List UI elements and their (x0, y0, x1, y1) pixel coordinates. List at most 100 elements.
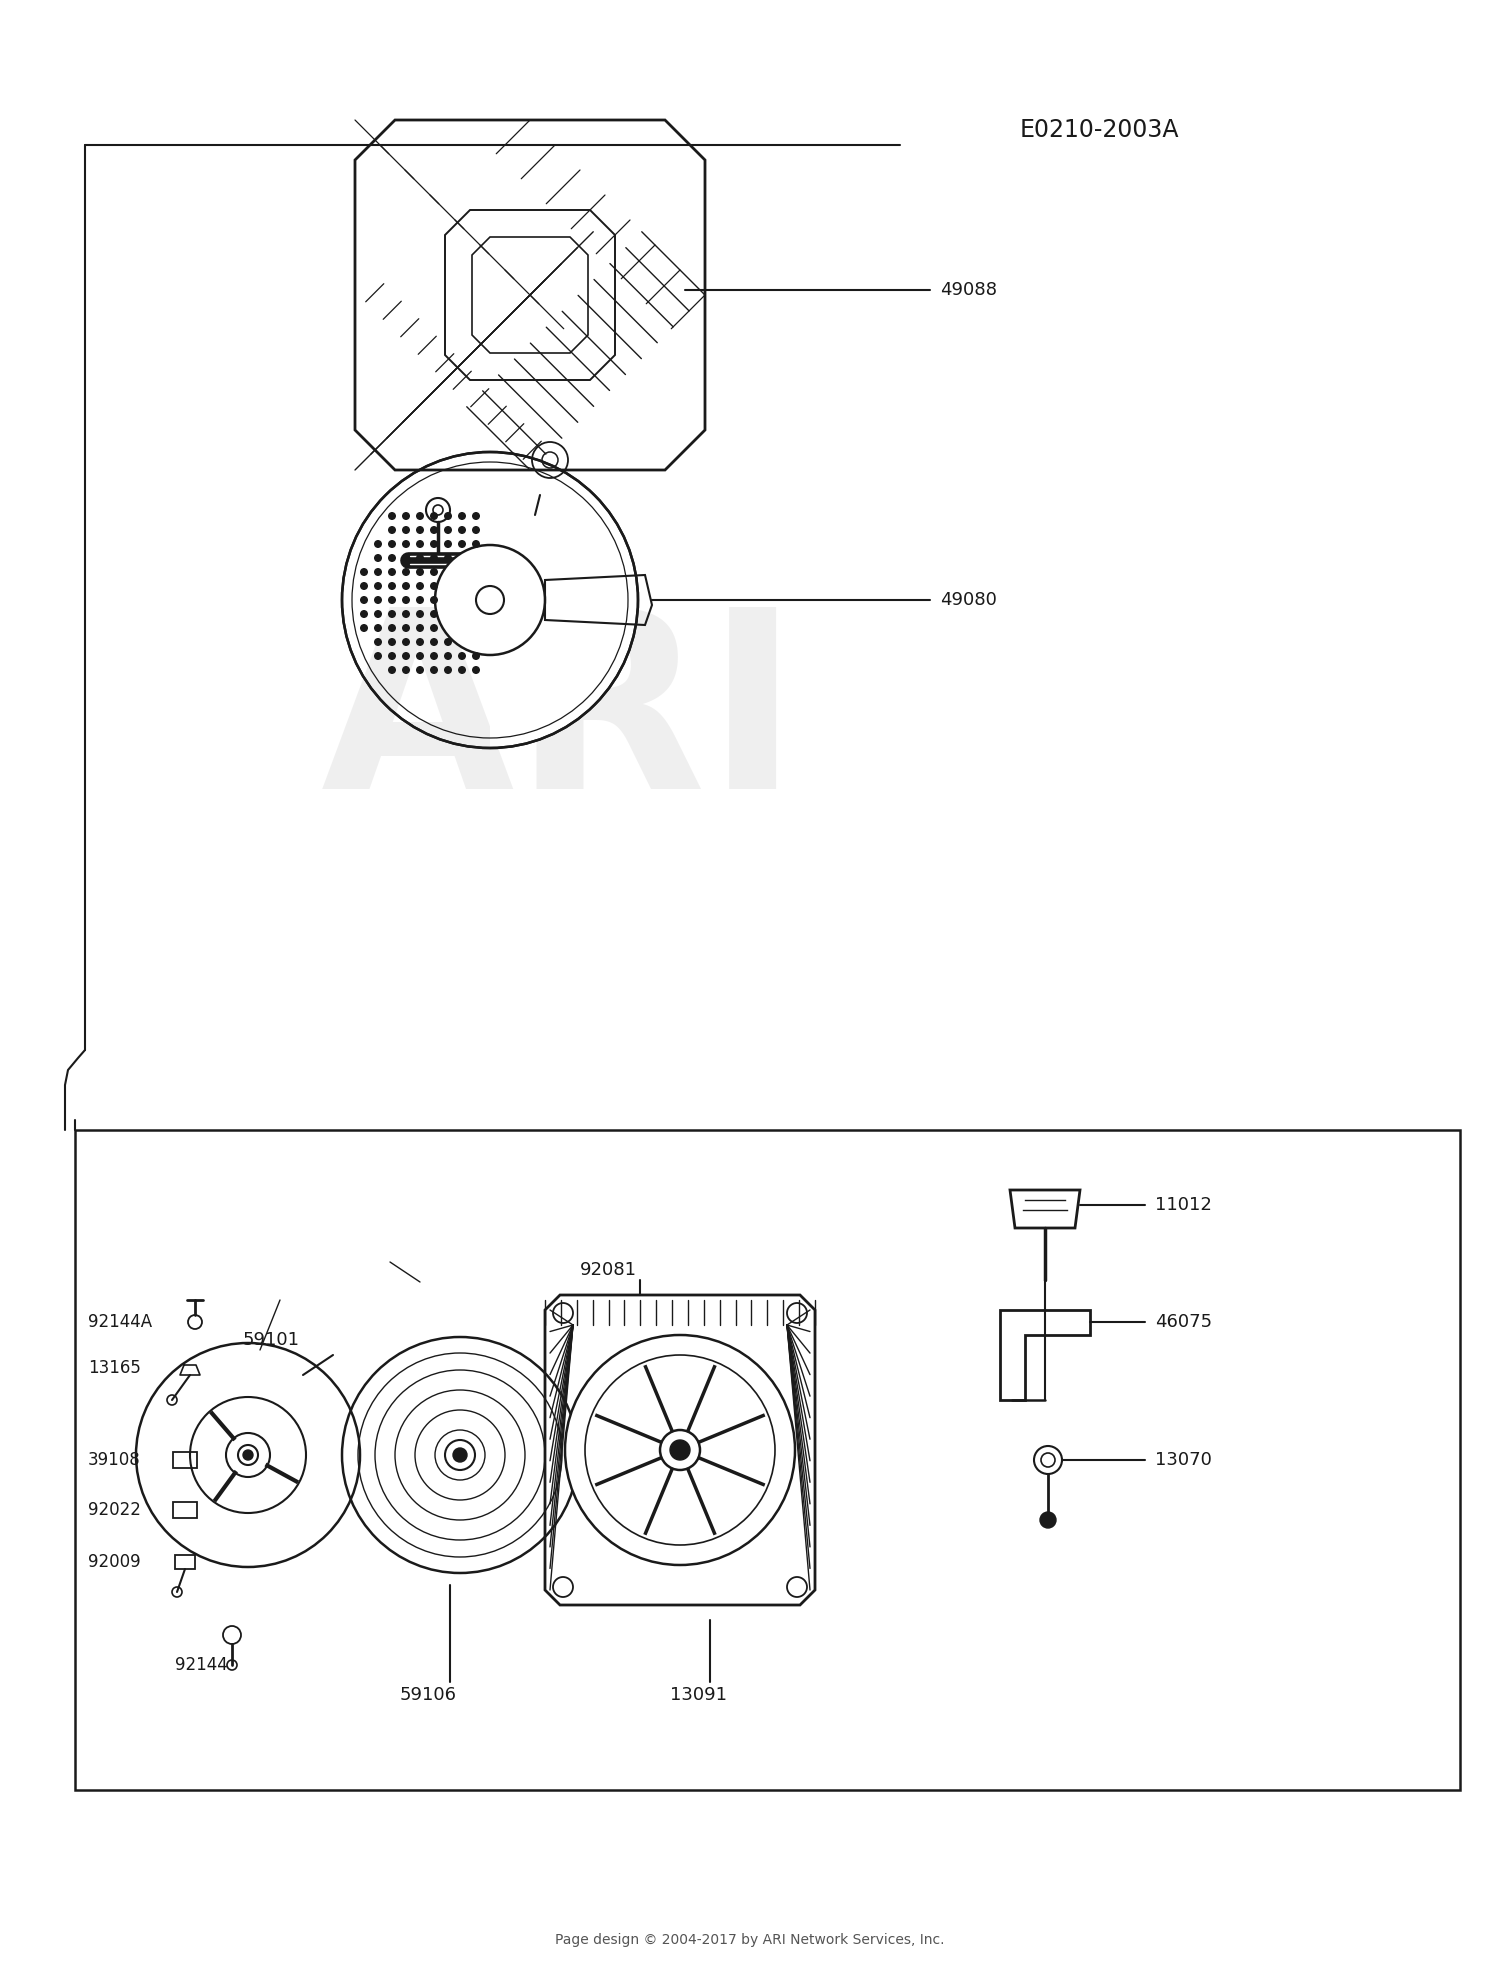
Circle shape (374, 553, 382, 561)
Circle shape (416, 569, 424, 577)
Circle shape (360, 596, 368, 604)
Circle shape (416, 651, 424, 659)
Text: Page design © 2004-2017 by ARI Network Services, Inc.: Page design © 2004-2017 by ARI Network S… (555, 1933, 945, 1946)
Bar (176, 1556, 195, 1570)
Circle shape (402, 610, 410, 618)
Circle shape (374, 624, 382, 632)
Circle shape (416, 638, 424, 645)
Circle shape (402, 665, 410, 675)
Text: 13070: 13070 (1155, 1452, 1212, 1470)
Circle shape (458, 651, 466, 659)
Circle shape (402, 624, 410, 632)
Circle shape (566, 1334, 795, 1566)
Circle shape (458, 526, 466, 534)
Text: 59106: 59106 (400, 1685, 457, 1705)
Circle shape (430, 512, 438, 520)
Circle shape (435, 545, 544, 655)
Circle shape (388, 651, 396, 659)
Circle shape (476, 587, 504, 614)
Circle shape (416, 665, 424, 675)
Circle shape (416, 553, 424, 561)
Circle shape (388, 569, 396, 577)
Circle shape (458, 512, 466, 520)
Polygon shape (1000, 1311, 1090, 1401)
Text: E0210-2003A: E0210-2003A (1020, 118, 1179, 141)
Circle shape (374, 569, 382, 577)
Circle shape (430, 610, 438, 618)
Circle shape (388, 583, 396, 591)
Circle shape (416, 596, 424, 604)
Circle shape (444, 638, 452, 645)
Text: 49080: 49080 (940, 591, 998, 608)
Circle shape (388, 665, 396, 675)
Circle shape (360, 610, 368, 618)
Circle shape (374, 596, 382, 604)
Circle shape (374, 540, 382, 547)
Circle shape (238, 1444, 258, 1466)
Bar (75, 1130, 1460, 1789)
Circle shape (458, 665, 466, 675)
Polygon shape (544, 1295, 814, 1605)
Circle shape (444, 512, 452, 520)
Circle shape (430, 540, 438, 547)
Circle shape (388, 512, 396, 520)
Text: 13091: 13091 (670, 1685, 728, 1705)
Circle shape (444, 526, 452, 534)
Circle shape (402, 583, 410, 591)
Circle shape (444, 665, 452, 675)
Polygon shape (490, 451, 638, 748)
Circle shape (453, 1448, 466, 1462)
Circle shape (388, 540, 396, 547)
Circle shape (430, 624, 438, 632)
Circle shape (430, 638, 438, 645)
Text: 92144A: 92144A (88, 1313, 152, 1330)
Circle shape (472, 665, 480, 675)
Circle shape (402, 540, 410, 547)
Text: ARI: ARI (321, 598, 800, 842)
Text: 13165: 13165 (88, 1360, 141, 1377)
Circle shape (243, 1450, 254, 1460)
Circle shape (416, 512, 424, 520)
Text: 11012: 11012 (1155, 1197, 1212, 1214)
Circle shape (416, 610, 424, 618)
Circle shape (402, 596, 410, 604)
Text: 46075: 46075 (1155, 1313, 1212, 1330)
Circle shape (402, 512, 410, 520)
Circle shape (416, 583, 424, 591)
Circle shape (430, 553, 438, 561)
Circle shape (388, 638, 396, 645)
Circle shape (472, 651, 480, 659)
Circle shape (430, 651, 438, 659)
Circle shape (416, 624, 424, 632)
Bar (172, 1452, 196, 1468)
Polygon shape (1010, 1191, 1080, 1228)
Circle shape (388, 526, 396, 534)
Circle shape (430, 596, 438, 604)
Circle shape (388, 624, 396, 632)
Circle shape (402, 553, 410, 561)
Circle shape (388, 610, 396, 618)
Circle shape (360, 583, 368, 591)
Circle shape (374, 638, 382, 645)
Text: 49088: 49088 (940, 281, 998, 298)
Circle shape (472, 540, 480, 547)
Bar (476, 587, 504, 614)
Text: 92022: 92022 (88, 1501, 141, 1519)
Circle shape (444, 540, 452, 547)
Text: 59101: 59101 (243, 1330, 300, 1350)
Circle shape (360, 569, 368, 577)
Circle shape (416, 540, 424, 547)
Text: 39108: 39108 (88, 1452, 141, 1470)
Circle shape (444, 651, 452, 659)
Circle shape (416, 526, 424, 534)
Circle shape (670, 1440, 690, 1460)
Circle shape (374, 651, 382, 659)
Circle shape (374, 610, 382, 618)
Circle shape (444, 553, 452, 561)
Circle shape (660, 1430, 700, 1470)
Circle shape (430, 569, 438, 577)
Circle shape (446, 1440, 476, 1470)
Circle shape (472, 526, 480, 534)
Circle shape (402, 569, 410, 577)
Circle shape (388, 596, 396, 604)
